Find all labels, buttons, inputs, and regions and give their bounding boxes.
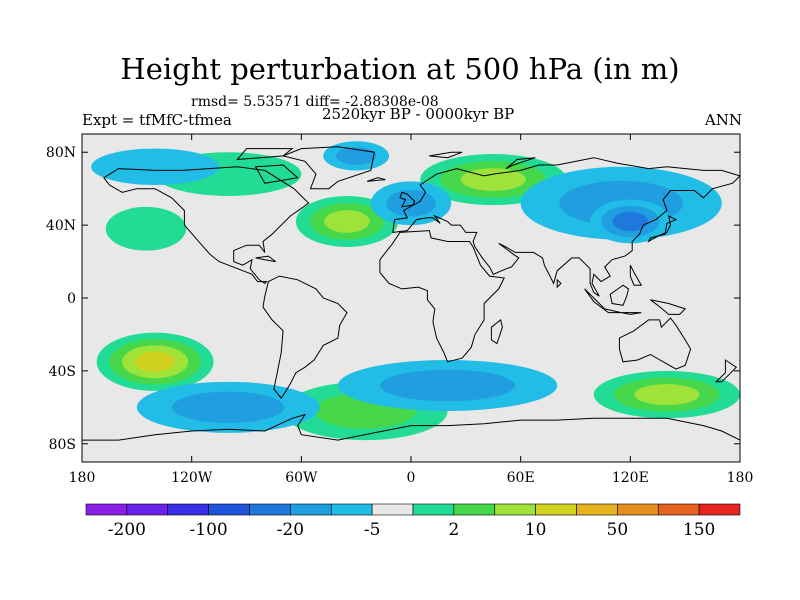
anomaly-blob-11-band-2 — [380, 369, 516, 402]
colorbar-label: -100 — [190, 520, 228, 540]
right-label: ANN — [704, 111, 742, 129]
coastline-novaya-zemlya — [505, 157, 536, 170]
anomaly-blob-13-band-1 — [91, 148, 220, 186]
colorbar-label: 10 — [525, 520, 547, 540]
coastline-north-america — [103, 166, 310, 285]
anomaly-blob-8-band-2 — [386, 189, 436, 217]
colorbar-swatch — [453, 503, 496, 516]
map-area — [82, 134, 740, 462]
colorbar-swatch — [535, 503, 577, 516]
x-tick-label: 60E — [507, 470, 535, 486]
anomaly-blob-1-band-3 — [460, 168, 526, 191]
y-tick-label: 80N — [46, 145, 76, 161]
colorbar-swatch — [290, 503, 332, 516]
coastline-madagascar — [490, 319, 503, 345]
x-tick-label: 180 — [727, 470, 754, 486]
coastline-africa — [379, 230, 505, 363]
coastline-greenland — [281, 146, 375, 190]
coastline-sri-lanka — [556, 278, 562, 289]
coastline-indonesia — [584, 288, 642, 315]
x-tick-label: 0 — [407, 470, 416, 486]
colorbar-swatch — [494, 503, 536, 516]
center-label: 2520kyr BP - 0000kyr BP — [322, 105, 515, 123]
stats-text: rmsd= 5.53571 diff= -2.88308e-08 — [191, 94, 439, 110]
coastline-europe-asia — [392, 157, 740, 297]
colorbar-swatch — [330, 503, 373, 516]
colorbar-label: -5 — [364, 520, 381, 540]
colorbar: -200 -100 -20 -5 2 10 50 150 — [85, 503, 741, 540]
colorbar-swatch — [249, 503, 291, 516]
anomaly-blob-0-band-3 — [324, 210, 370, 233]
colorbar-swatch — [698, 503, 741, 516]
x-tick-label: 120E — [612, 470, 649, 486]
coastline-borneo — [609, 284, 630, 306]
coastlines — [82, 146, 740, 462]
coastline-new-guinea — [650, 299, 687, 315]
colorbar-swatch — [576, 503, 618, 516]
colorbar-swatch — [126, 503, 169, 516]
colorbar-label: -200 — [108, 520, 146, 540]
colorbar-label: 50 — [607, 520, 629, 540]
coastline-antarctica — [82, 413, 740, 462]
x-tick-label: 180 — [69, 470, 96, 486]
anomaly-blob-6-band-1 — [105, 206, 187, 251]
coastline-iceland — [366, 177, 386, 182]
colorbar-swatch — [167, 503, 209, 516]
anomaly-blob-10-band-3 — [612, 211, 649, 232]
y-tick-label: 40S — [49, 364, 76, 380]
colorbar-label: 150 — [683, 520, 715, 540]
anomaly-blob-12-band-2 — [171, 391, 285, 424]
coastline-philippines — [629, 264, 643, 286]
colorbar-label: 2 — [448, 520, 459, 540]
colorbar-swatch — [657, 503, 700, 516]
coastline-ellesmere — [236, 148, 294, 161]
x-tick-label: 120W — [171, 470, 213, 486]
left-label: Expt = tfMfC-tfmea — [82, 111, 232, 129]
coastline-svalbard — [429, 151, 463, 159]
coastline-new-zealand — [714, 359, 738, 383]
coastline-australia — [618, 317, 692, 370]
coastline-baffin — [254, 164, 299, 184]
y-tick-label: 0 — [67, 291, 76, 307]
x-tick-label: 60W — [285, 470, 318, 486]
coastline-britain — [399, 191, 416, 208]
colorbar-swatch — [85, 503, 128, 516]
colorbar-swatch — [208, 503, 250, 516]
colorbar-swatch — [412, 503, 455, 516]
chart-title: Height perturbation at 500 hPa (in m) — [120, 52, 680, 86]
anomaly-blob-2-band-4 — [134, 351, 176, 372]
coastline-south-america — [262, 275, 348, 400]
colorbar-swatch — [371, 503, 414, 516]
y-tick-label: 80S — [49, 437, 76, 453]
colorbar-swatch — [617, 503, 659, 516]
axes: 180 120W 60W 0 60E 120E 180 80N 40N 0 40S 80S — [46, 134, 753, 486]
coastline-cuba — [255, 255, 277, 263]
colorbar-label: -20 — [277, 520, 304, 540]
anomaly-blob-3-band-3 — [634, 384, 700, 406]
coastline-japan — [647, 215, 678, 243]
y-tick-label: 40N — [46, 218, 76, 234]
